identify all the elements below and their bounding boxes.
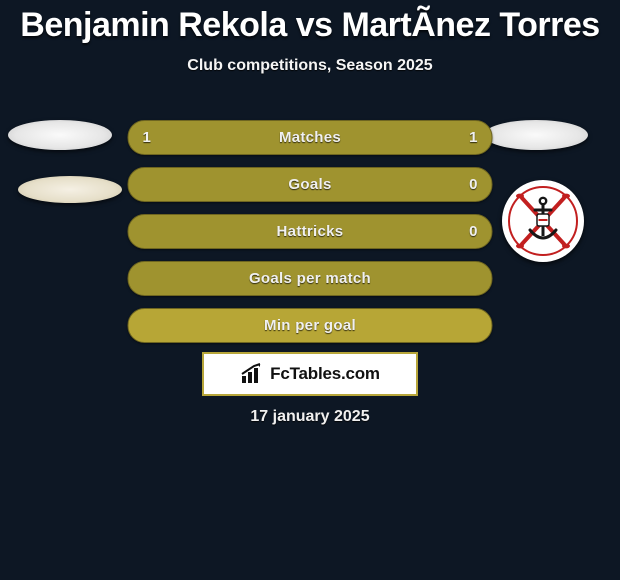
subtitle: Club competitions, Season 2025 (0, 57, 620, 75)
page-title: Benjamin Rekola vs MartÃ­nez Torres (0, 0, 620, 45)
stat-label: Matches (279, 129, 341, 146)
player2-club-crest (502, 180, 584, 262)
stat-value-right: 0 (469, 223, 477, 240)
date-text: 17 january 2025 (0, 408, 620, 426)
stat-label: Goals (288, 176, 331, 193)
stat-label: Goals per match (249, 270, 371, 287)
stat-value-right: 0 (469, 176, 477, 193)
player1-club-badge (18, 176, 122, 203)
brand-text: FcTables.com (270, 364, 380, 384)
player2-flag-badge (484, 120, 588, 150)
stat-bar: Min per goal (128, 308, 493, 343)
stat-bar: 1 Matches 1 (128, 120, 493, 155)
stat-bar: Goals 0 (128, 167, 493, 202)
player1-flag-badge (8, 120, 112, 150)
stat-label: Min per goal (264, 317, 356, 334)
stat-value-left: 1 (143, 129, 151, 146)
stat-value-right: 1 (469, 129, 477, 146)
brand-box: FcTables.com (202, 352, 418, 396)
brand-chart-icon (240, 363, 264, 385)
corinthians-crest-icon (508, 186, 578, 256)
stat-bar: Hattricks 0 (128, 214, 493, 249)
stat-bars: 1 Matches 1 Goals 0 Hattricks 0 Goals per match… (128, 120, 493, 355)
stat-label: Hattricks (277, 223, 344, 240)
stat-bar: Goals per match (128, 261, 493, 296)
